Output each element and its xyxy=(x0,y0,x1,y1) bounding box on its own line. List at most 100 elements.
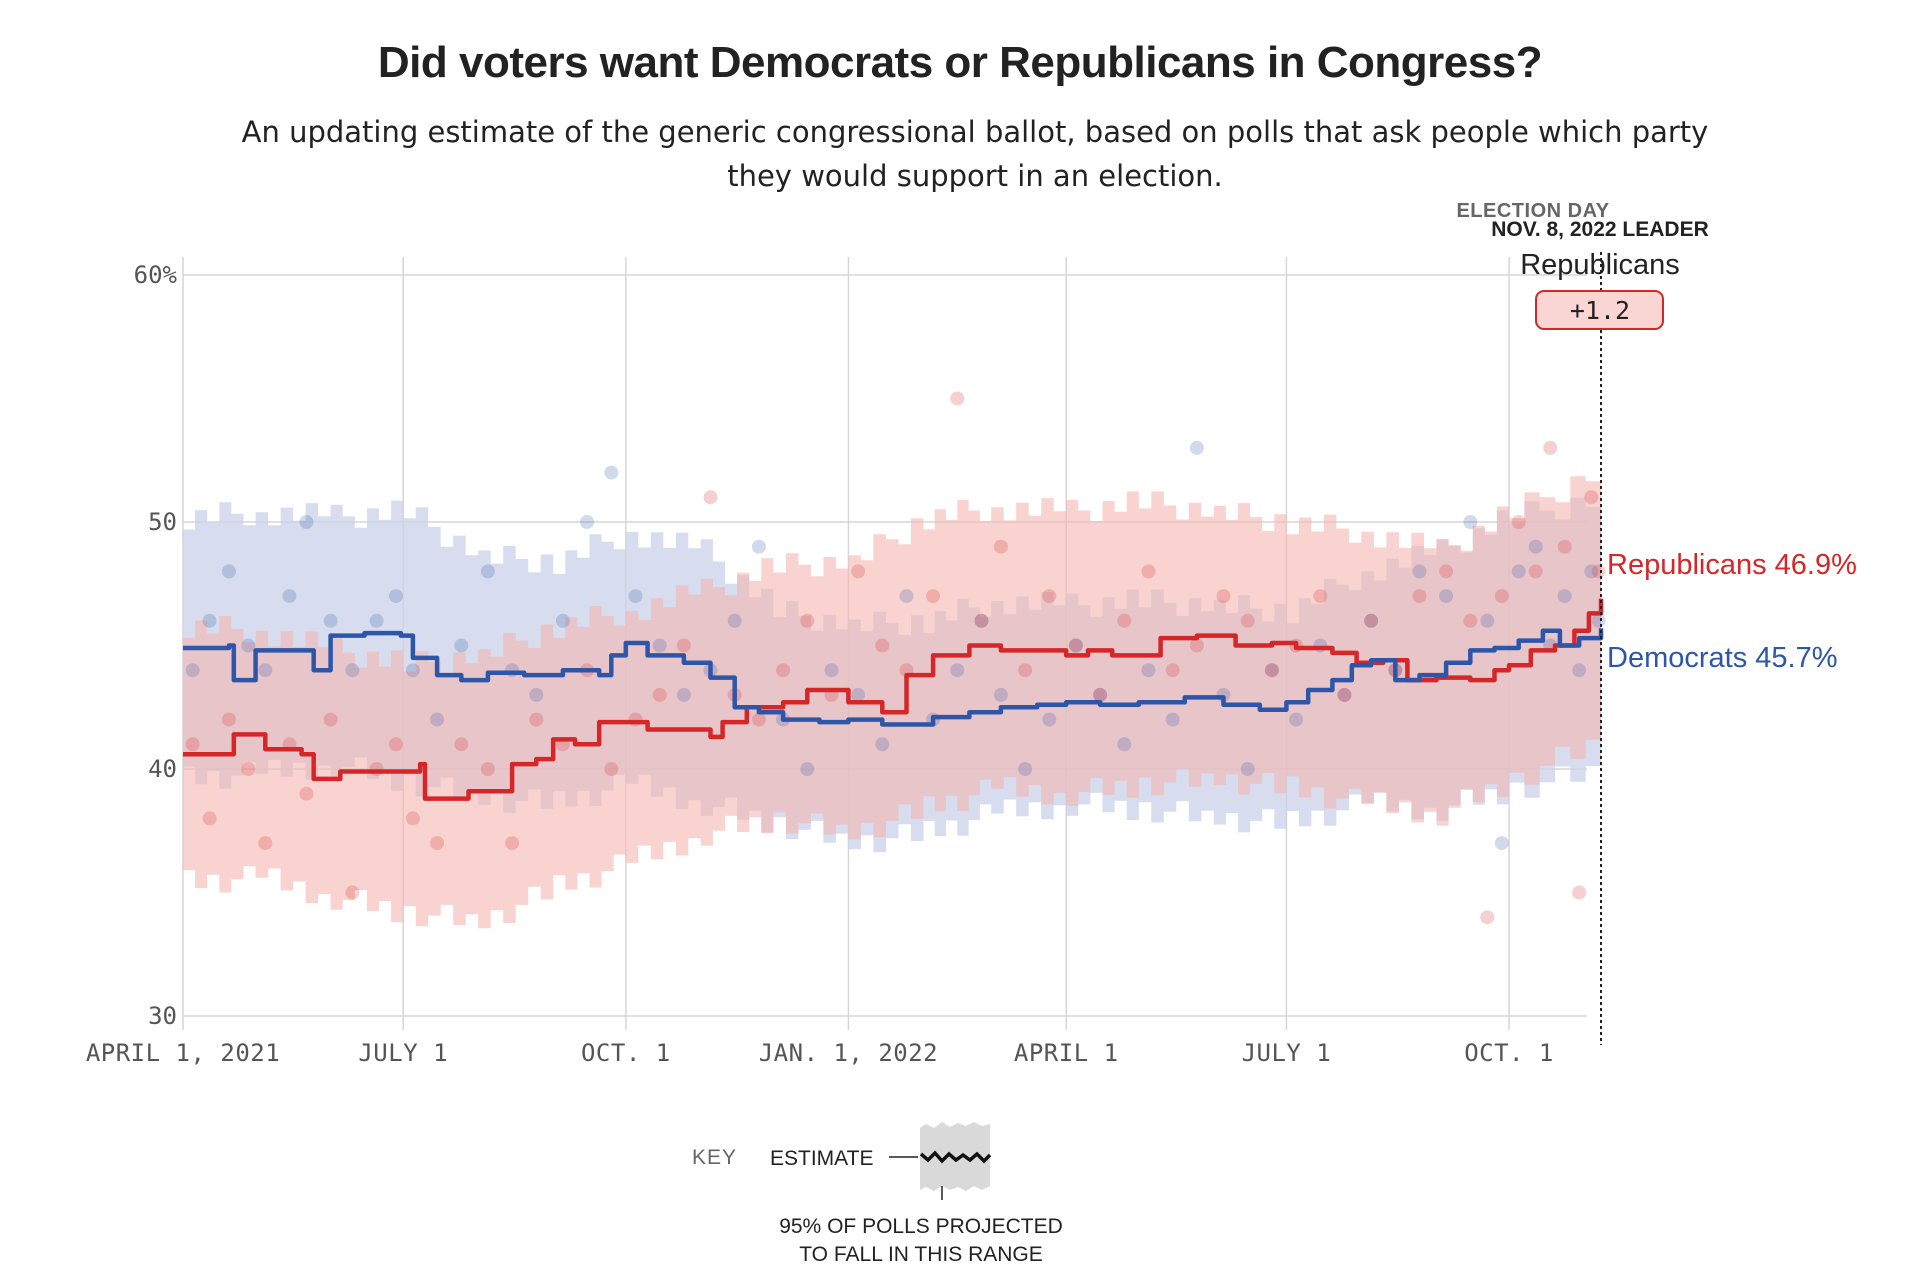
republicans-poll-dot xyxy=(323,712,338,727)
y-tick-label: 40 xyxy=(148,755,177,783)
democrats-poll-dot xyxy=(430,712,445,727)
republicans-poll-dot xyxy=(950,391,965,406)
republicans-poll-dot xyxy=(604,762,619,776)
democrats-poll-dot xyxy=(1364,613,1379,628)
republicans-poll-dot xyxy=(926,589,941,604)
republicans-poll-dot xyxy=(1511,515,1526,529)
republicans-poll-dot xyxy=(993,539,1008,554)
axis-labels: 30 40 50 60% APRIL 1, 2021 JULY 1 OCT. 1 JAN. 1… xyxy=(86,261,1554,1067)
republicans-poll-dot xyxy=(1572,885,1587,900)
x-tick-label: OCT. 1 xyxy=(581,1039,671,1067)
republicans-poll-dot xyxy=(1463,613,1478,628)
democrats-poll-dot xyxy=(1463,515,1478,529)
leader-header: NOV. 8, 2022 LEADER xyxy=(1491,218,1709,241)
republicans-poll-dot xyxy=(1412,589,1427,604)
election-day-label: ELECTION DAY xyxy=(1456,200,1609,222)
democrats-poll-dot xyxy=(1511,564,1526,579)
democrats-poll-dot xyxy=(1018,762,1033,776)
democrats-poll-dot xyxy=(202,613,217,628)
democrats-poll-dot xyxy=(580,515,595,529)
poll-dots xyxy=(185,391,1606,925)
democrats-poll-dot xyxy=(1412,564,1427,579)
democrats-poll-dot xyxy=(529,687,544,702)
republicans-estimate-line xyxy=(183,598,1604,801)
leader-party: Republicans xyxy=(1520,249,1680,281)
republicans-poll-dot xyxy=(851,564,866,579)
republicans-poll-dot xyxy=(1364,613,1379,628)
democrats-poll-dot xyxy=(751,539,766,554)
democrats-poll-dot xyxy=(1289,712,1304,727)
democrats-poll-dot xyxy=(676,687,691,702)
democrats-poll-dot xyxy=(1528,539,1543,554)
democrats-poll-dot xyxy=(1313,638,1328,653)
democrats-poll-dot xyxy=(185,663,200,678)
republicans-poll-dot xyxy=(974,613,989,628)
republicans-poll-dot xyxy=(1018,663,1033,678)
democrats-poll-dot xyxy=(851,687,866,702)
republicans-poll-dot xyxy=(703,490,718,505)
democrats-poll-dot xyxy=(258,663,273,678)
republicans-poll-dot xyxy=(1591,564,1606,579)
democrats-poll-dot xyxy=(388,589,403,604)
republicans-poll-dot xyxy=(345,885,360,900)
election-day-annotation: ELECTION DAY NOV. 8, 2022 LEADER Republi… xyxy=(1456,200,1709,1045)
republicans-poll-dot xyxy=(1093,687,1108,702)
democrats-poll-dot xyxy=(875,737,890,752)
chart-key: KEY ESTIMATE 95% OF POLLS PROJECTED TO F… xyxy=(692,1122,1063,1266)
key-estimate-swatch xyxy=(919,1150,992,1164)
republicans-poll-dot xyxy=(1584,490,1599,505)
republicans-poll-dot xyxy=(369,762,384,776)
democrats-poll-dot xyxy=(454,638,469,653)
democrats-poll-dot xyxy=(824,663,839,678)
republicans-poll-dot xyxy=(751,712,766,727)
key-range-swatch xyxy=(920,1122,990,1191)
x-tick-label: JULY 1 xyxy=(358,1039,448,1067)
democrats-poll-dot xyxy=(222,564,236,579)
democrats-poll-dot xyxy=(993,687,1008,702)
estimate-lines xyxy=(183,598,1604,801)
x-tick-label: JAN. 1, 2022 xyxy=(759,1039,938,1067)
democrats-poll-dot xyxy=(323,613,338,628)
democrats-poll-dot xyxy=(299,515,314,529)
republicans-poll-dot xyxy=(1042,589,1057,604)
democrats-poll-dot xyxy=(1042,712,1057,727)
democrats-poll-dot xyxy=(604,465,619,480)
democrats-poll-dot xyxy=(1480,613,1495,628)
democrats-poll-dot xyxy=(282,589,297,604)
republicans-poll-dot xyxy=(1141,564,1156,579)
republicans-poll-dot xyxy=(1557,539,1572,554)
leader-margin: +1.2 xyxy=(1570,296,1630,325)
democrats-poll-dot xyxy=(899,589,914,604)
x-tick-label: JULY 1 xyxy=(1242,1039,1332,1067)
republicans-poll-dot xyxy=(1117,613,1132,628)
republicans-poll-dot xyxy=(652,687,667,702)
democrats-poll-dot xyxy=(480,564,495,579)
republicans-poll-dot xyxy=(1528,564,1543,579)
democrats-poll-dot xyxy=(1189,440,1204,455)
republicans-poll-dot xyxy=(1543,440,1558,455)
x-tick-label: APRIL 1, 2021 xyxy=(86,1039,280,1067)
y-tick-label: 30 xyxy=(148,1002,177,1030)
republicans-poll-dot xyxy=(388,737,403,752)
democrats-poll-dot xyxy=(369,613,384,628)
y-tick-label: 50 xyxy=(148,508,177,536)
republicans-poll-dot xyxy=(185,737,200,752)
republicans-poll-dot xyxy=(1337,687,1352,702)
chart-subtitle: An updating estimate of the generic cong… xyxy=(241,115,1709,193)
republicans-poll-dot xyxy=(222,712,236,727)
x-tick-label: OCT. 1 xyxy=(1464,1039,1554,1067)
democrats-poll-dot xyxy=(727,613,742,628)
democrats-poll-dot xyxy=(652,638,667,653)
republicans-poll-dot xyxy=(1216,589,1231,604)
x-tick-label: APRIL 1 xyxy=(1014,1039,1119,1067)
republicans-end-label: Republicans 46.9% xyxy=(1607,549,1857,581)
democrats-poll-dot xyxy=(1494,836,1509,851)
democrats-poll-dot xyxy=(1117,737,1132,752)
democrats-poll-dot xyxy=(1572,663,1587,678)
republicans-poll-dot xyxy=(454,737,469,752)
republicans-poll-dot xyxy=(875,638,890,653)
y-tick-label: 60% xyxy=(134,261,178,289)
key-range-label-line1: 95% OF POLLS PROJECTED xyxy=(779,1215,1063,1238)
